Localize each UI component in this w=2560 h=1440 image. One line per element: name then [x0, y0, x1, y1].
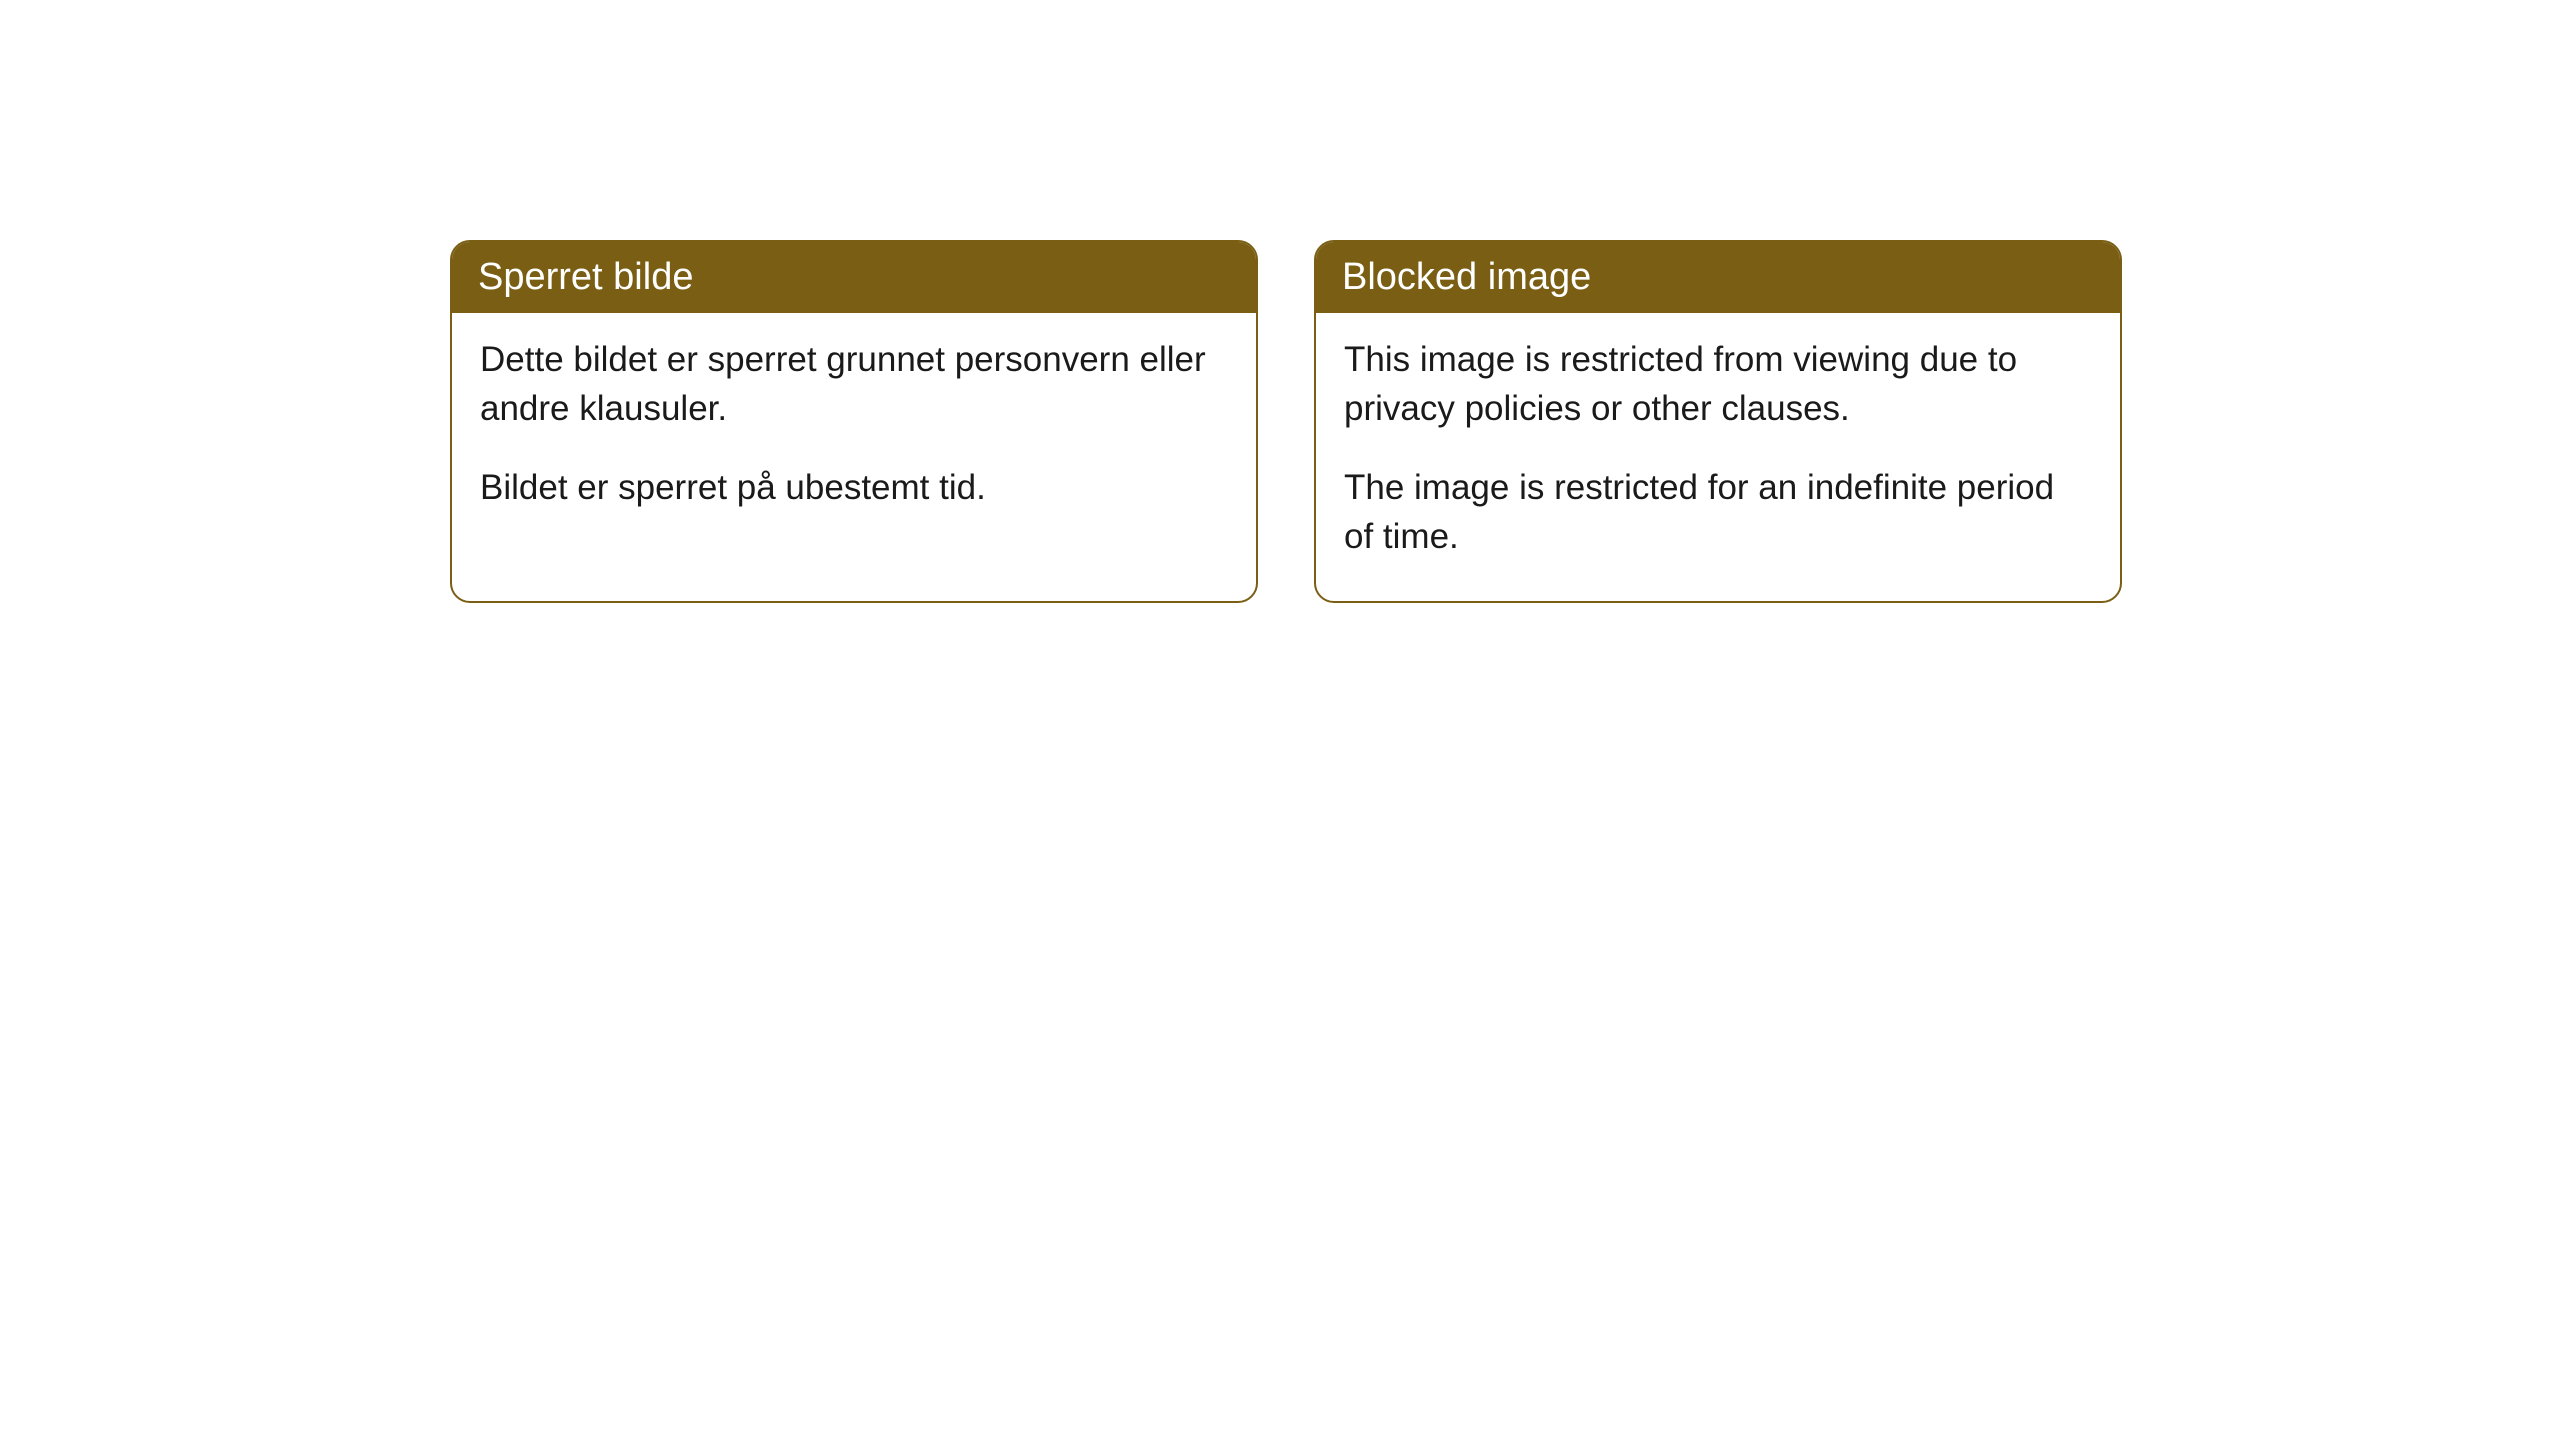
notice-card-english: Blocked image This image is restricted f…: [1314, 240, 2122, 603]
notice-paragraph-1: This image is restricted from viewing du…: [1344, 335, 2092, 433]
notice-card-title: Blocked image: [1316, 242, 2120, 313]
notice-paragraph-2: The image is restricted for an indefinit…: [1344, 463, 2092, 561]
notice-paragraph-2: Bildet er sperret på ubestemt tid.: [480, 463, 1228, 512]
notice-container: Sperret bilde Dette bildet er sperret gr…: [450, 240, 2122, 603]
notice-card-body: Dette bildet er sperret grunnet personve…: [452, 313, 1256, 552]
notice-card-body: This image is restricted from viewing du…: [1316, 313, 2120, 601]
notice-paragraph-1: Dette bildet er sperret grunnet personve…: [480, 335, 1228, 433]
notice-card-norwegian: Sperret bilde Dette bildet er sperret gr…: [450, 240, 1258, 603]
notice-card-title: Sperret bilde: [452, 242, 1256, 313]
